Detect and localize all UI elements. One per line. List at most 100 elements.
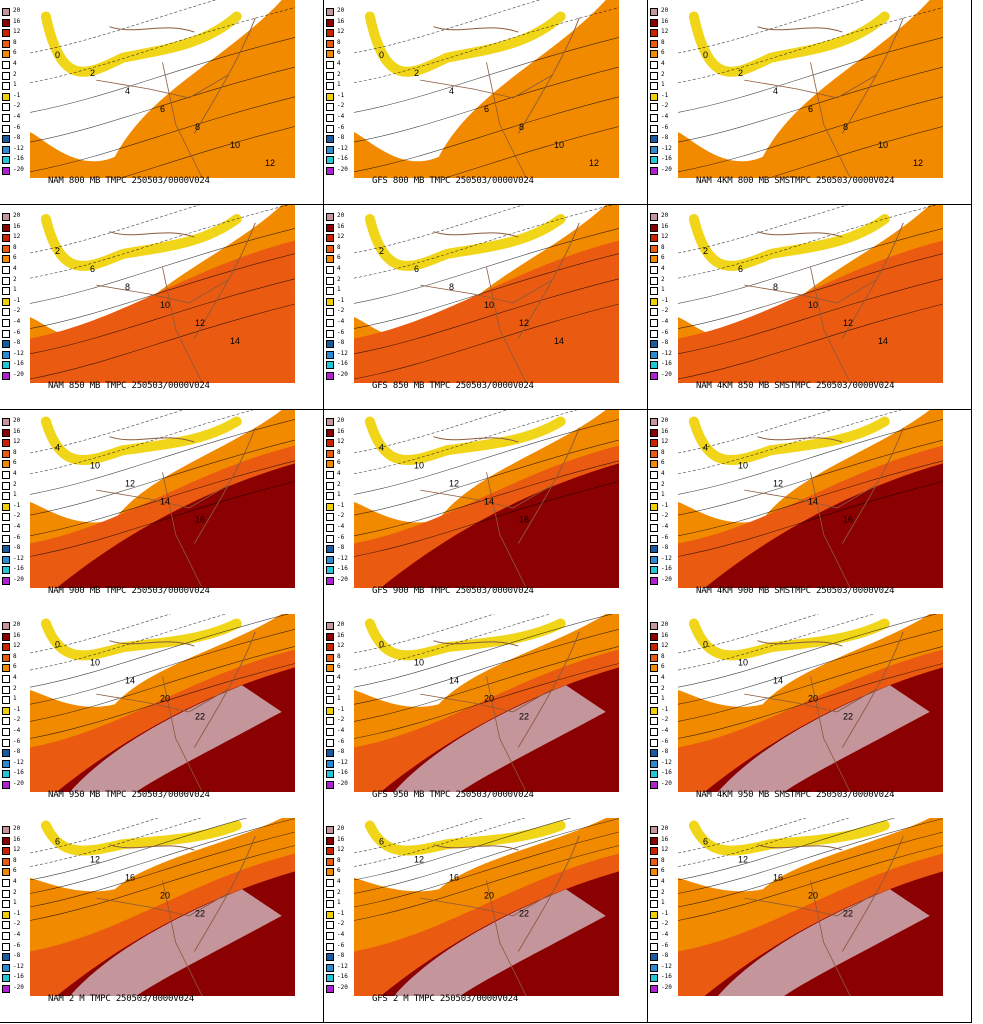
legend-label: -6 xyxy=(13,123,21,131)
legend-label: 2 xyxy=(13,684,17,692)
legend-label: 6 xyxy=(661,49,665,57)
isotherm-line xyxy=(30,460,295,537)
legend-label: 6 xyxy=(337,663,341,671)
temperature-map: 0 2 4 6 8 10 12 xyxy=(30,0,295,178)
freezing-band xyxy=(364,820,566,856)
legend-label: -16 xyxy=(13,769,24,777)
contour-value-label: 14 xyxy=(125,675,135,685)
legend-swatch xyxy=(2,985,10,993)
legend-label: -16 xyxy=(13,973,24,981)
legend-label: -1 xyxy=(661,296,669,304)
legend-swatch xyxy=(326,728,334,736)
isotherm-line xyxy=(30,205,290,279)
contour-value-label: 2 xyxy=(55,246,60,256)
legend-swatch xyxy=(326,372,334,380)
legend-swatch xyxy=(650,114,658,122)
isotherm-line xyxy=(30,419,295,495)
freezing-band xyxy=(688,11,890,77)
legend-swatch xyxy=(326,418,334,426)
legend-swatch xyxy=(326,82,334,91)
great-lakes-outline xyxy=(109,844,195,851)
isotherm-line xyxy=(678,205,938,279)
legend-swatch xyxy=(326,449,334,458)
panel-caption: GFS 800 MB TMPC 250503/0000V024 xyxy=(372,176,534,186)
contour-value-label: 8 xyxy=(843,122,848,132)
legend-swatch xyxy=(2,471,10,479)
legend-label: -8 xyxy=(337,748,345,756)
legend-swatch xyxy=(650,50,658,59)
legend-swatch xyxy=(650,418,658,426)
legend-swatch xyxy=(326,103,334,112)
legend-swatch xyxy=(650,632,658,641)
contour-value-label: 14 xyxy=(160,496,170,506)
legend-swatch xyxy=(650,781,658,789)
legend-label: 2 xyxy=(661,888,665,896)
legend-swatch xyxy=(650,223,658,232)
legend-swatch xyxy=(326,340,334,349)
isotherm-line xyxy=(30,0,217,54)
boundary-line xyxy=(810,267,851,383)
isotherm-line xyxy=(678,481,943,557)
isotherm-line xyxy=(30,205,200,254)
legend-label: 16 xyxy=(13,631,21,639)
legend-label: 4 xyxy=(337,674,341,681)
hot-region xyxy=(56,463,295,588)
legend-label: -2 xyxy=(337,716,345,724)
legend-label: -16 xyxy=(13,565,24,573)
legend-label: 8 xyxy=(13,38,17,46)
legend-label: 6 xyxy=(13,459,17,467)
legend-swatch xyxy=(2,513,10,522)
boundary-line xyxy=(810,62,851,178)
legend-label: -2 xyxy=(661,716,669,724)
hot-region xyxy=(704,463,943,588)
legend-swatch xyxy=(2,664,10,673)
legend-swatch xyxy=(326,481,334,490)
isotherm-line xyxy=(354,439,619,516)
legend-label: 16 xyxy=(661,835,669,843)
contour-value-label: 10 xyxy=(484,300,494,310)
legend-swatch xyxy=(2,963,10,972)
isotherm-line xyxy=(678,614,938,688)
legend-label: -20 xyxy=(661,984,672,991)
legend-label: -4 xyxy=(661,113,669,120)
contour-value-label: 14 xyxy=(449,675,459,685)
legend-label: 1 xyxy=(661,695,665,703)
legend-label: 6 xyxy=(337,459,341,467)
legend-swatch xyxy=(326,513,334,522)
contour-value-label: 14 xyxy=(808,496,818,506)
legend-swatch xyxy=(2,953,10,962)
legend-swatch xyxy=(326,900,334,909)
legend-swatch xyxy=(2,932,10,940)
contour-value-label: 16 xyxy=(449,872,459,882)
legend-label: 1 xyxy=(661,81,665,89)
legend-label: -20 xyxy=(661,780,672,787)
temperature-map: 4 10 12 14 16 xyxy=(354,410,619,588)
panel-caption: NAM 900 MB TMPC 250503/0000V024 xyxy=(48,586,210,596)
boundary-line xyxy=(810,880,851,996)
legend-swatch xyxy=(2,781,10,789)
coastline xyxy=(517,631,580,748)
legend-label: -1 xyxy=(337,296,345,304)
model-panel: 20 16 12 8 6 4 2 1 -1 -2 -4 -6 -8 -12 -16 -20 0 2 4 6 8 10 12 N… xyxy=(0,0,324,205)
legend-swatch xyxy=(650,879,658,887)
legend-label: -2 xyxy=(13,716,21,724)
legend-swatch xyxy=(2,460,10,469)
legend-swatch xyxy=(2,329,10,338)
legend-label: 12 xyxy=(13,642,21,650)
legend-label: -4 xyxy=(661,318,669,325)
legend-label: 2 xyxy=(13,70,17,78)
contour-value-label: 2 xyxy=(414,68,419,78)
legend-swatch xyxy=(650,953,658,962)
legend-swatch xyxy=(326,664,334,673)
legend-swatch xyxy=(326,255,334,264)
legend-label: -16 xyxy=(661,565,672,573)
legend-swatch xyxy=(326,124,334,133)
isotherm-line xyxy=(30,818,248,881)
legend-swatch xyxy=(650,942,658,951)
contour-value-label: 8 xyxy=(125,282,130,292)
legend-label: -8 xyxy=(13,134,21,142)
isotherm-line xyxy=(354,614,551,671)
legend-label: 20 xyxy=(661,621,669,628)
legend-swatch xyxy=(326,622,334,630)
